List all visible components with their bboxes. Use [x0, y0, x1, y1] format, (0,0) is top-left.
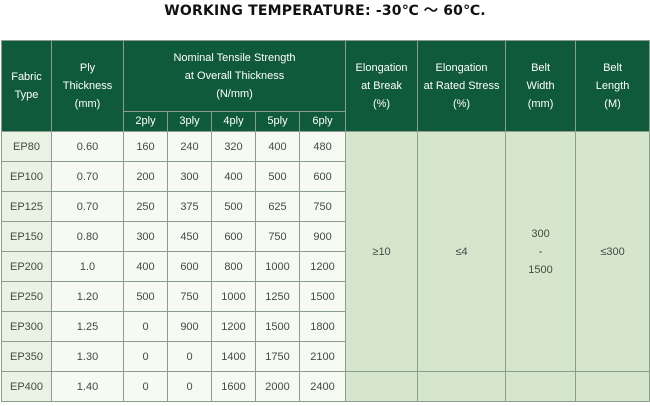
header-nominal-tensile-strength: Nominal Tensile Strength at Overall Thick…: [122, 40, 347, 112]
fabric-cell: EP125: [1, 191, 52, 222]
ply-cell: 750: [298, 191, 347, 222]
ply-cell: 450: [167, 221, 212, 252]
page-title: WORKING TEMPERATURE: -30℃ ～ 60℃.: [164, 3, 486, 19]
ply-cell: 0: [123, 311, 168, 342]
thickness-cell: 0.70: [51, 161, 124, 192]
ply-cell: 240: [167, 131, 212, 162]
ply-cell: 0: [167, 371, 212, 402]
specification-table: Fabric Type Ply Thickness (mm) Nominal Tens…: [1, 40, 650, 402]
table-row: EP250 1.20 500 750 1000 1250 1500: [1, 281, 650, 312]
thickness-cell: 0.70: [51, 191, 124, 222]
thickness-cell: 0.80: [51, 221, 124, 252]
ply-cell: 900: [167, 311, 212, 342]
header-row-plies: 2ply 3ply 4ply 5ply 6ply: [2, 111, 650, 132]
empty-cell: [575, 371, 650, 402]
elongation-at-rated-stress-value: ≤4: [417, 131, 507, 372]
table-body: EP80 0.60 160 240 320 400 480 ≥10 ≤4 300…: [1, 131, 650, 402]
ply-cell: 1250: [255, 281, 300, 312]
ply-cell: 160: [123, 131, 168, 162]
header-ply-thickness: Ply Thickness (mm): [51, 40, 124, 132]
table-row: EP100 0.70 200 300 400 500 600: [1, 161, 650, 192]
fabric-cell: EP100: [1, 161, 52, 192]
header-row-top: Fabric Type Ply Thickness (mm) Nominal Tens…: [1, 40, 650, 132]
ply-cell: 600: [167, 251, 212, 282]
table-row: EP300 1.25 0 900 1200 1500 1800: [1, 311, 650, 342]
header-ply-2: 2ply: [123, 111, 168, 132]
thickness-cell: 1.30: [51, 341, 124, 372]
ply-cell: 1200: [298, 251, 347, 282]
ply-cell: 0: [167, 341, 212, 372]
ply-cell: 900: [298, 221, 347, 252]
table-row: EP80 0.60 160 240 320 400 480 ≥10 ≤4 300…: [1, 131, 650, 372]
ply-cell: 625: [255, 191, 300, 222]
ply-cell: 750: [255, 221, 300, 252]
header-fabric-type: Fabric Type: [1, 40, 52, 132]
belt-width-value: 300-1500: [505, 131, 577, 372]
ply-cell: 600: [211, 221, 256, 252]
ply-cell: 1800: [298, 311, 347, 342]
table-row: EP125 0.70 250 375 500 625 750: [1, 191, 650, 222]
ply-cell: 400: [123, 251, 168, 282]
belt-length-value: ≤300: [575, 131, 650, 372]
elongation-at-break-value: ≥10: [345, 131, 419, 372]
ply-cell: 800: [211, 251, 256, 282]
ply-cell: 2400: [298, 371, 347, 402]
header-belt-width: Belt Width (mm): [505, 40, 577, 132]
ply-cell: 1200: [211, 311, 256, 342]
fabric-cell: EP250: [1, 281, 52, 312]
ply-cell: 200: [123, 161, 168, 192]
ply-cell: 2100: [298, 341, 347, 372]
empty-cell: [417, 371, 507, 402]
ply-cell: 500: [255, 161, 300, 192]
thickness-cell: 1.40: [51, 371, 124, 402]
ply-cell: 1000: [255, 251, 300, 282]
ply-cell: 750: [167, 281, 212, 312]
header-elongation-at-break: Elongation at Break (%): [345, 40, 419, 132]
empty-cell: [505, 371, 577, 402]
ply-cell: 600: [298, 161, 347, 192]
header-belt-length: Belt Length (M): [575, 40, 650, 132]
header-ply-5: 5ply: [255, 111, 300, 132]
thickness-cell: 1.20: [51, 281, 124, 312]
ply-cell: 500: [211, 191, 256, 222]
ply-cell: 2000: [255, 371, 300, 402]
ply-cell: 1400: [211, 341, 256, 372]
ply-cell: 1600: [211, 371, 256, 402]
thickness-cell: 1.25: [51, 311, 124, 342]
ply-cell: 250: [123, 191, 168, 222]
ply-cell: 500: [123, 281, 168, 312]
header-ply-3: 3ply: [167, 111, 212, 132]
ply-cell: 375: [167, 191, 212, 222]
fabric-cell: EP300: [1, 311, 52, 342]
ply-cell: 0: [123, 371, 168, 402]
table-row: EP350 1.30 0 0 1400 1750 2100: [1, 341, 650, 372]
ply-cell: 1500: [255, 311, 300, 342]
ply-cell: 1750: [255, 341, 300, 372]
fabric-cell: EP200: [1, 251, 52, 282]
header-elongation-at-rated-stress: Elongation at Rated Stress (%): [417, 40, 507, 132]
ply-cell: 400: [211, 161, 256, 192]
ply-cell: 400: [255, 131, 300, 162]
fabric-cell: EP400: [1, 371, 52, 402]
table-row: EP400 1.40 0 0 1600 2000 2400: [1, 371, 650, 402]
fabric-cell: EP350: [1, 341, 52, 372]
header-ply-4: 4ply: [211, 111, 256, 132]
header-ply-6: 6ply: [298, 111, 347, 132]
ply-cell: 300: [167, 161, 212, 192]
ply-cell: 0: [123, 341, 168, 372]
ply-cell: 480: [298, 131, 347, 162]
fabric-cell: EP80: [1, 131, 52, 162]
thickness-cell: 1.0: [51, 251, 124, 282]
empty-cell: [345, 371, 419, 402]
ply-cell: 1000: [211, 281, 256, 312]
ply-cell: 320: [211, 131, 256, 162]
thickness-cell: 0.60: [51, 131, 124, 162]
ply-cell: 1500: [298, 281, 347, 312]
ply-cell: 300: [123, 221, 168, 252]
fabric-cell: EP150: [1, 221, 52, 252]
